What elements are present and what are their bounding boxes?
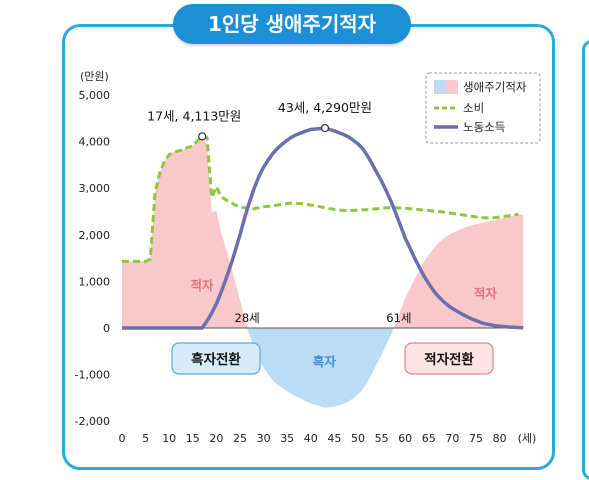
labor-income-line [122, 126, 524, 330]
x-tick-label: 55 [375, 432, 389, 445]
x-tick-label: 10 [162, 432, 176, 445]
x-tick-label: 30 [257, 432, 271, 445]
y-tick-label: 5,000 [79, 89, 111, 102]
x-tick-label: 75 [469, 432, 483, 445]
x-axis-label: (세) [518, 432, 537, 445]
x-tick-label: 35 [280, 432, 294, 445]
legend-label-deficit: 생애주기적자 [463, 80, 527, 94]
deficit-turn-box [404, 342, 494, 375]
surplus-turn-label: 흑자전환 [191, 351, 241, 368]
deficit-label-right: 적자 [474, 286, 498, 301]
deficit-label-left: 적자 [190, 278, 214, 293]
x-tick-label: 45 [327, 432, 341, 445]
chart-title: 1인당 생애주기적자 [173, 4, 411, 44]
peak-marker-income [320, 123, 330, 133]
y-tick-label: 3,000 [79, 182, 111, 195]
consumption-line [122, 134, 519, 263]
x-tick-label: 5 [142, 432, 149, 445]
x-tick-label: 70 [445, 432, 459, 445]
y-axis-label: (만원) [80, 70, 109, 83]
annotation-age-61: 61세 [386, 311, 411, 325]
y-tick-label: -2,000 [75, 415, 110, 428]
x-tick-label: 15 [186, 432, 200, 445]
peak-marker-consumption [198, 132, 207, 141]
x-tick-label: 60 [398, 432, 412, 445]
x-tick-label: 50 [351, 432, 365, 445]
annotation-age-28: 28세 [235, 311, 260, 325]
legend-label-labor-income: 노동소득 [463, 120, 505, 134]
x-tick-label: 0 [119, 432, 126, 445]
x-tick-label: 40 [304, 432, 318, 445]
x-tick-label: 65 [422, 432, 436, 445]
annotation-income-peak: 43세, 4,290만원 [278, 100, 372, 115]
y-tick-label: 2,000 [79, 229, 111, 242]
surplus-turn-box [171, 342, 261, 375]
deficit-turn-label: 적자전환 [424, 351, 474, 368]
x-tick-label: 80 [493, 432, 507, 445]
y-tick-label: 0 [103, 322, 110, 335]
legend-swatch-surplus [434, 80, 446, 94]
annotation-consumption-peak: 17세, 4,113만원 [147, 108, 241, 123]
y-tick-label: 1,000 [79, 275, 111, 288]
x-tick-label: 25 [233, 432, 247, 445]
x-tick-label: 20 [209, 432, 223, 445]
surplus-area [122, 328, 524, 408]
legend-label-consumption: 소비 [463, 101, 484, 115]
y-tick-label: -1,000 [75, 369, 110, 382]
surplus-label: 흑자 [313, 354, 337, 369]
deficit-area [122, 136, 524, 328]
y-tick-label: 4,000 [79, 136, 111, 149]
